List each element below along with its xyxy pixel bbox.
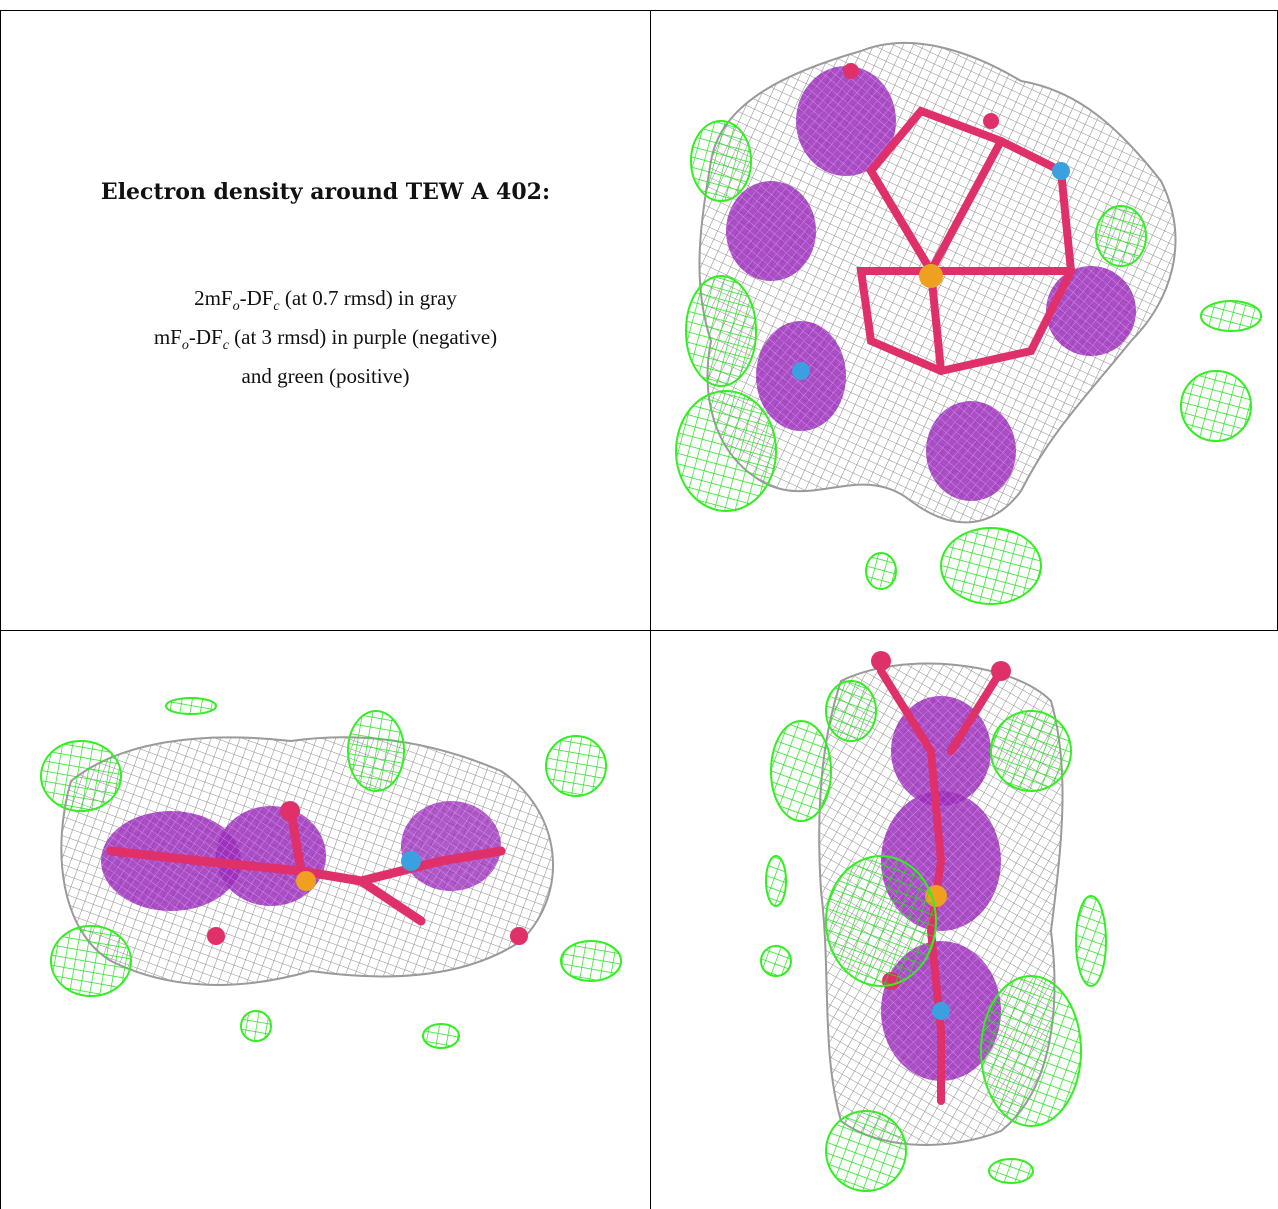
table-middle-border bbox=[0, 630, 1278, 631]
legend-line-1: 2mFo-DFc (at 0.7 rmsd) in gray bbox=[1, 283, 650, 322]
legend-text: 2mFo-DFc (at 0.7 rmsd) in gray mFo-DFc (… bbox=[1, 283, 650, 392]
density-view-top-right bbox=[651, 11, 1278, 630]
green-positive-density bbox=[675, 120, 1262, 605]
green-positive-density bbox=[760, 680, 1107, 1192]
green-positive-density bbox=[40, 697, 622, 1049]
caption-cell: Electron density around TEW A 402: 2mFo-… bbox=[1, 11, 650, 630]
table-center-border bbox=[650, 10, 651, 1209]
table-top-border bbox=[0, 10, 1278, 11]
legend-2-post: (at 3 rmsd) in purple (negative) bbox=[228, 325, 498, 350]
molecule-bonds bbox=[856, 106, 1076, 376]
density-image-top-right bbox=[675, 41, 1262, 605]
molecule-bonds bbox=[106, 806, 506, 926]
legend-1-sub-c: c bbox=[273, 299, 280, 315]
legend-2-sub-c: c bbox=[222, 338, 229, 354]
legend-2-mid: -DF bbox=[188, 325, 223, 350]
legend-1-sub-o: o bbox=[232, 299, 240, 315]
molecule-atoms bbox=[207, 801, 528, 945]
legend-line-2: mFo-DFc (at 3 rmsd) in purple (negative) bbox=[1, 322, 650, 361]
density-view-bottom-right bbox=[651, 631, 1278, 1209]
density-image-bottom-right bbox=[760, 651, 1107, 1192]
molecule-atoms bbox=[871, 651, 1011, 1020]
table-left-border bbox=[0, 10, 1, 1209]
legend-line-3: and green (positive) bbox=[241, 364, 410, 389]
legend-1-mid: -DF bbox=[239, 286, 274, 310]
legend-1-post: (at 0.7 rmsd) in gray bbox=[279, 286, 457, 310]
density-image-bottom-left bbox=[40, 697, 622, 1049]
density-view-bottom-left bbox=[1, 631, 650, 1209]
figure-heading: Electron density around TEW A 402: bbox=[100, 179, 551, 205]
legend-1-pre: 2mF bbox=[194, 286, 233, 310]
legend-2-sub-o: o bbox=[181, 338, 189, 354]
molecule-atoms bbox=[792, 63, 1070, 380]
legend-2-pre: mF bbox=[153, 325, 182, 350]
